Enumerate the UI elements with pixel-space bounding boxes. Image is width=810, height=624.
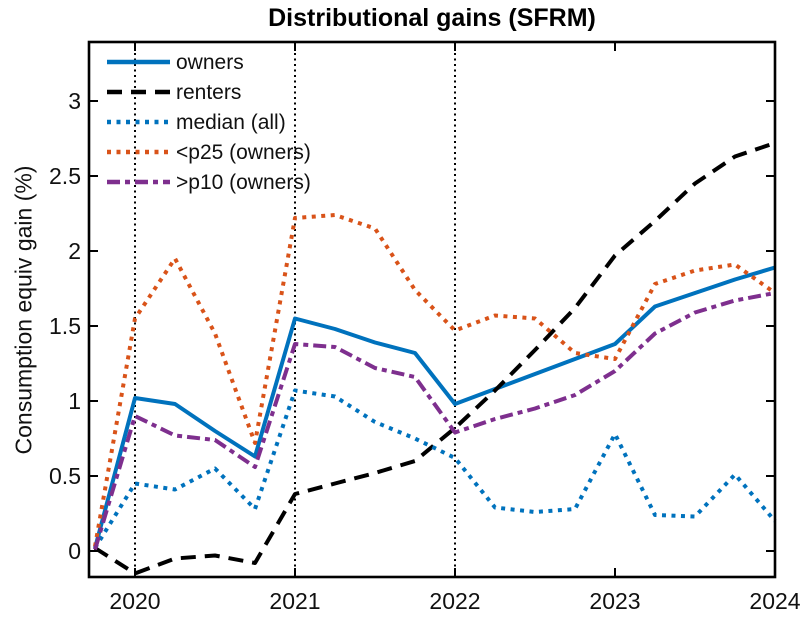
legend-item-label: owners bbox=[176, 51, 244, 74]
legend-item-label: <p25 (owners) bbox=[176, 141, 311, 164]
x-tick-label: 2023 bbox=[589, 588, 640, 614]
y-tick-label: 1.5 bbox=[49, 313, 81, 339]
y-tick-label: 0 bbox=[68, 538, 81, 564]
series-line-p25-owners bbox=[93, 213, 777, 547]
y-tick-label: 2 bbox=[68, 238, 81, 264]
x-tick-label: 2024 bbox=[749, 588, 800, 614]
plot-border bbox=[87, 40, 777, 579]
y-tick-label: 1 bbox=[68, 388, 81, 414]
x-tick-label: 2020 bbox=[109, 588, 160, 614]
x-tick-label: 2022 bbox=[429, 588, 480, 614]
chart-title: Distributional gains (SFRM) bbox=[268, 4, 596, 32]
series-line-p10-owners bbox=[93, 291, 776, 551]
y-axis-label: Consumption equiv gain (%) bbox=[10, 165, 37, 455]
legend-item-label: >p10 (owners) bbox=[176, 171, 311, 194]
x-tick-label: 2021 bbox=[269, 588, 320, 614]
y-tick-label: 3 bbox=[68, 88, 81, 114]
y-tick-label: 0.5 bbox=[49, 463, 81, 489]
y-tick-label: 2.5 bbox=[49, 163, 81, 189]
series-line-median-all bbox=[93, 388, 777, 550]
legend-item-label: renters bbox=[176, 81, 241, 104]
series-line-renters bbox=[93, 141, 776, 576]
series-line-owners bbox=[93, 265, 776, 549]
legend-item-label: median (all) bbox=[176, 111, 286, 134]
